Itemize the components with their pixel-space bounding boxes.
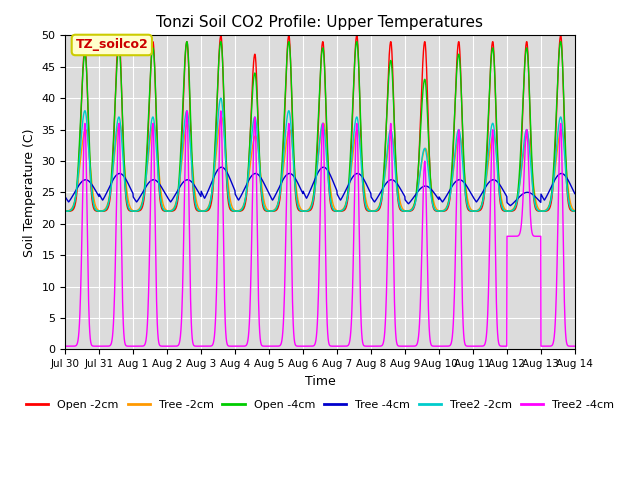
X-axis label: Time: Time: [305, 374, 335, 387]
Title: Tonzi Soil CO2 Profile: Upper Temperatures: Tonzi Soil CO2 Profile: Upper Temperatur…: [157, 15, 483, 30]
Text: TZ_soilco2: TZ_soilco2: [76, 38, 148, 51]
Y-axis label: Soil Temperature (C): Soil Temperature (C): [23, 128, 36, 257]
Legend: Open -2cm, Tree -2cm, Open -4cm, Tree -4cm, Tree2 -2cm, Tree2 -4cm: Open -2cm, Tree -2cm, Open -4cm, Tree -4…: [22, 396, 618, 415]
